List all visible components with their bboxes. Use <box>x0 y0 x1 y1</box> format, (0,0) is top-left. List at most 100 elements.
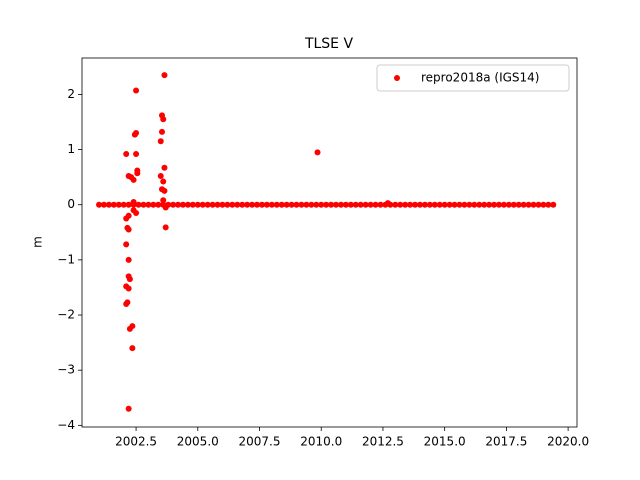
point <box>165 201 172 208</box>
point <box>293 201 300 208</box>
point <box>126 325 133 332</box>
point <box>520 201 527 208</box>
x-tick-label: 2017.5 <box>485 435 527 449</box>
point <box>476 201 483 208</box>
point <box>313 201 320 208</box>
point <box>161 164 168 171</box>
point <box>342 201 349 208</box>
point <box>352 201 359 208</box>
point <box>123 150 130 157</box>
x-tick-label: 2015.0 <box>424 435 466 449</box>
point <box>157 138 164 145</box>
point <box>145 201 152 208</box>
point <box>298 201 305 208</box>
point <box>157 173 164 180</box>
point <box>397 201 404 208</box>
point <box>214 201 221 208</box>
x-tick-label: 2002.5 <box>115 435 157 449</box>
point <box>337 201 344 208</box>
point <box>194 201 201 208</box>
legend-label: repro2018a (IGS14) <box>421 71 539 85</box>
point <box>125 285 132 292</box>
point <box>219 201 226 208</box>
point <box>100 201 107 208</box>
point <box>481 201 488 208</box>
point <box>268 201 275 208</box>
point <box>372 201 379 208</box>
point <box>510 201 517 208</box>
point <box>125 256 132 263</box>
point <box>407 201 414 208</box>
point <box>263 201 270 208</box>
point <box>387 201 394 208</box>
point <box>540 201 547 208</box>
point <box>308 201 315 208</box>
point <box>357 201 364 208</box>
point <box>545 201 552 208</box>
point <box>160 116 167 123</box>
point <box>123 241 130 248</box>
point <box>421 201 428 208</box>
legend-marker <box>394 75 400 81</box>
point <box>347 201 354 208</box>
point <box>530 201 537 208</box>
point <box>441 201 448 208</box>
point <box>126 276 133 283</box>
point <box>323 201 330 208</box>
point <box>500 201 507 208</box>
y-tick-label: 2 <box>67 87 75 101</box>
point <box>131 131 138 138</box>
point <box>110 201 117 208</box>
point <box>125 226 132 233</box>
point <box>161 72 168 79</box>
plot-frame <box>81 57 578 428</box>
point <box>550 201 557 208</box>
point <box>382 201 389 208</box>
point <box>123 301 130 307</box>
y-tick-label: −1 <box>57 252 75 266</box>
y-tick-label: 1 <box>67 142 75 156</box>
point <box>525 201 532 208</box>
point <box>160 178 167 185</box>
point <box>140 201 147 208</box>
point <box>495 201 502 208</box>
point <box>278 201 285 208</box>
point <box>105 201 112 208</box>
point <box>161 187 168 194</box>
point <box>123 215 130 222</box>
point <box>162 224 169 231</box>
point <box>125 405 132 412</box>
point <box>239 201 246 208</box>
point <box>431 201 438 208</box>
point <box>199 201 206 208</box>
point <box>133 87 140 94</box>
point <box>461 201 468 208</box>
x-tick-label: 2010.0 <box>300 435 342 449</box>
point <box>535 201 542 208</box>
point <box>273 201 280 208</box>
point <box>120 201 127 208</box>
x-tick-label: 2012.5 <box>362 435 404 449</box>
point <box>471 201 478 208</box>
point <box>416 201 423 208</box>
point <box>491 201 498 208</box>
y-tick-label: 0 <box>67 197 75 211</box>
chart-title: TLSE V <box>304 36 354 52</box>
point <box>160 201 167 208</box>
point <box>129 345 136 352</box>
point <box>170 201 177 208</box>
point <box>314 149 321 156</box>
point <box>392 201 399 208</box>
point <box>179 201 186 208</box>
point <box>133 209 140 216</box>
point <box>466 201 473 208</box>
x-tick-label: 2020.0 <box>547 435 589 449</box>
point <box>184 201 191 208</box>
point <box>244 201 251 208</box>
point <box>505 201 512 208</box>
point <box>224 201 231 208</box>
x-tick-label: 2005.0 <box>177 435 219 449</box>
point <box>362 201 369 208</box>
point <box>254 201 261 208</box>
